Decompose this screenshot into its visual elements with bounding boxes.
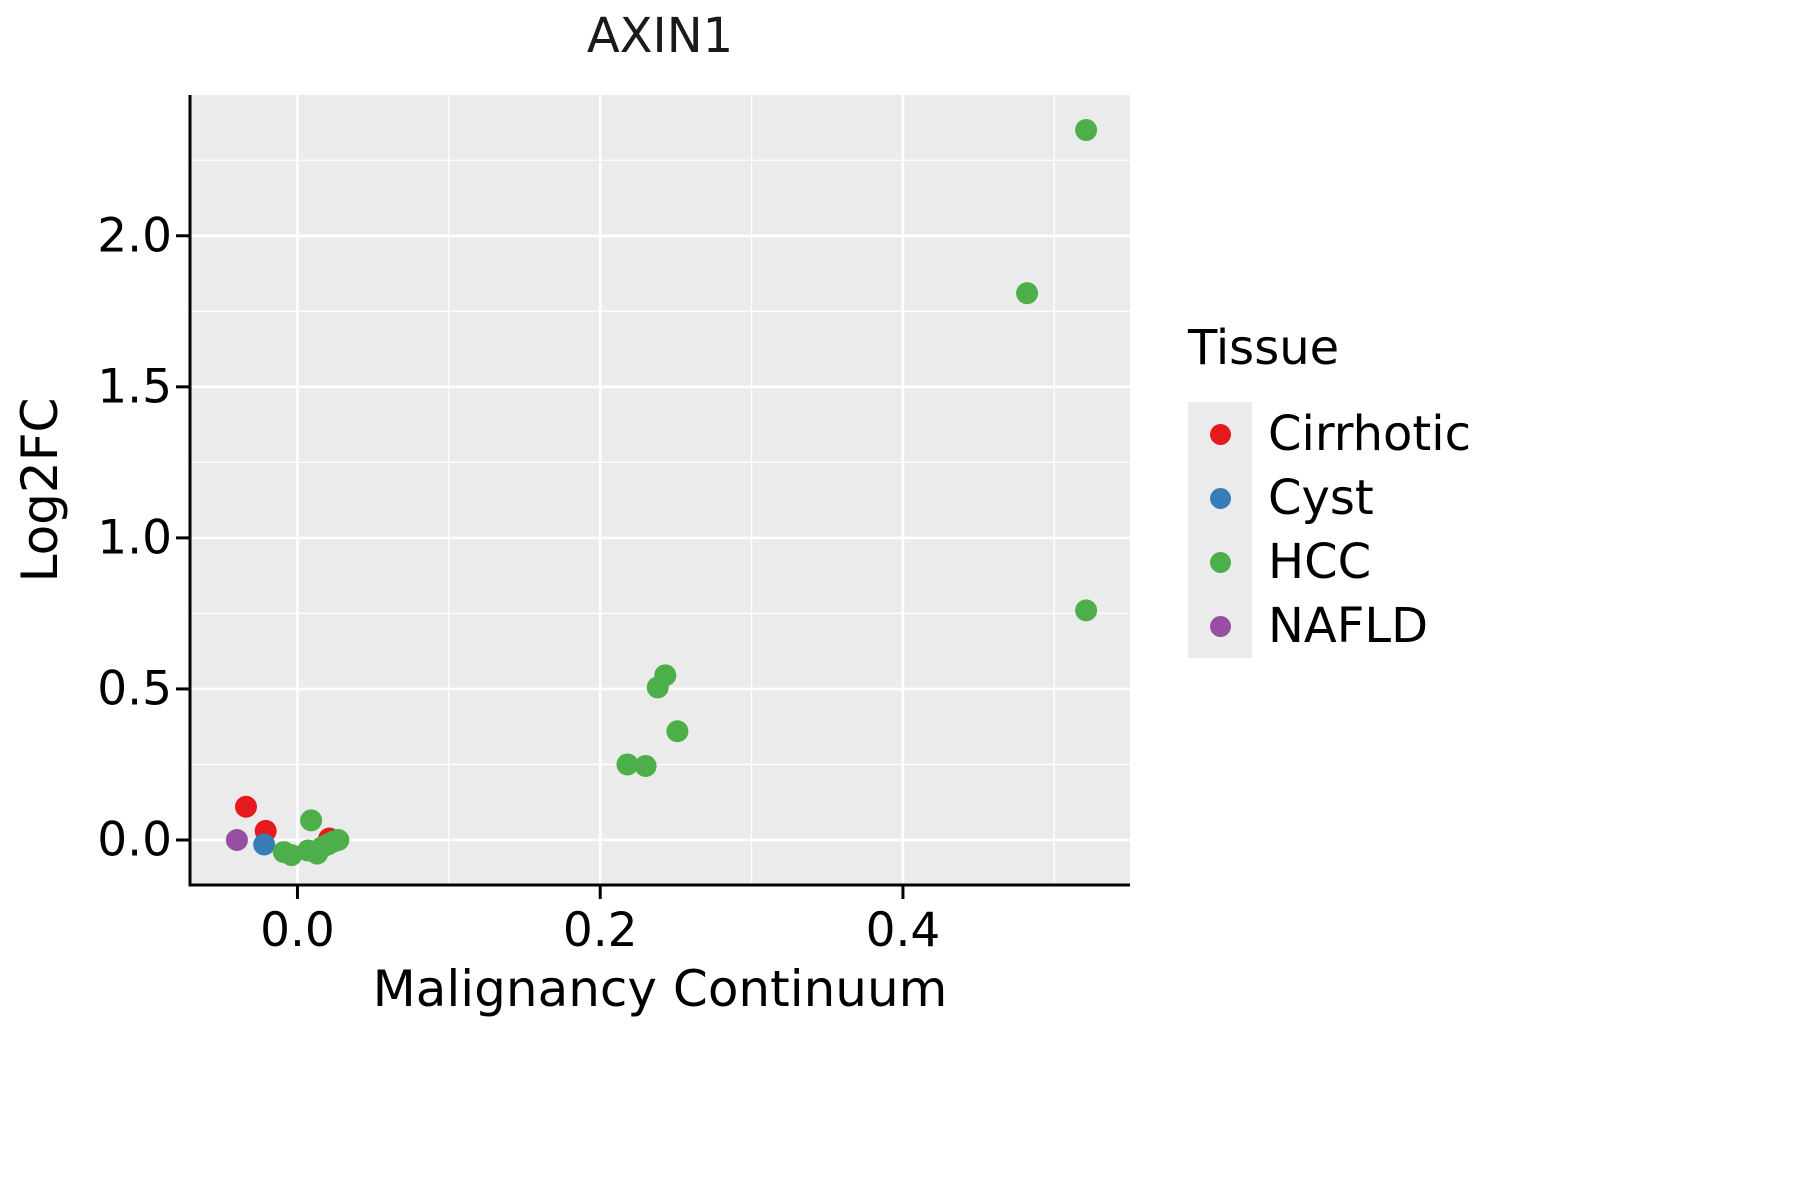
legend-title: Tissue [1188, 320, 1340, 376]
hcc-dot-icon [1209, 551, 1231, 573]
y-tick-label: 2.0 [97, 208, 172, 264]
legend-label: Cirrhotic [1268, 406, 1471, 462]
legend: Tissue Cirrhotic Cyst HCC [1188, 320, 1471, 658]
cirrhotic-dot-icon [1209, 423, 1231, 445]
legend-item-cyst: Cyst [1188, 466, 1471, 530]
y-tick-label: 0.5 [97, 661, 172, 717]
legend-item-nafld: NAFLD [1188, 594, 1471, 658]
x-axis-tick-labels: 0.0 0.2 0.4 [0, 903, 1800, 963]
y-tick-label: 1.0 [97, 510, 172, 566]
x-axis-label: Malignancy Continuum [372, 960, 948, 1018]
legend-label: HCC [1268, 534, 1372, 590]
y-axis-tick-labels: 0.0 0.5 1.0 1.5 2.0 [0, 0, 172, 1200]
x-tick-label: 0.4 [865, 903, 941, 958]
cyst-dot-icon [1209, 487, 1231, 509]
legend-key-box [1188, 466, 1252, 530]
legend-key-box [1188, 530, 1252, 594]
nafld-dot-icon [1209, 615, 1231, 637]
y-tick-label: 0.0 [97, 812, 172, 868]
legend-item-cirrhotic: Cirrhotic [1188, 402, 1471, 466]
chart-title: AXIN1 [586, 8, 734, 64]
legend-key-box [1188, 594, 1252, 658]
legend-label: Cyst [1268, 470, 1374, 526]
y-tick-label: 1.5 [97, 359, 172, 415]
legend-items: Cirrhotic Cyst HCC NAFLD [1188, 402, 1471, 658]
legend-item-hcc: HCC [1188, 530, 1471, 594]
x-tick-label: 0.0 [260, 903, 335, 958]
x-tick-label: 0.2 [562, 903, 638, 958]
legend-label: NAFLD [1268, 598, 1429, 654]
legend-key-box [1188, 402, 1252, 466]
